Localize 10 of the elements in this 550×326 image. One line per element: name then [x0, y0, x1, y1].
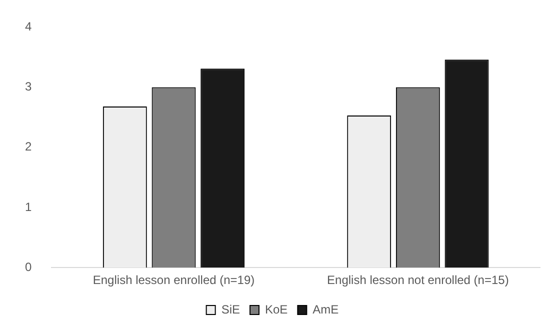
- y-tick-label: 4: [24, 20, 32, 34]
- legend-label: KoE: [264, 302, 288, 316]
- y-tick-label: 0: [24, 260, 32, 274]
- legend-label: AmE: [312, 302, 339, 316]
- y-tick-label: 1: [24, 200, 32, 214]
- y-tick-label: 3: [24, 80, 32, 94]
- legend-label: SiE: [221, 302, 240, 316]
- x-tick-label: English lesson enrolled (n=19): [92, 273, 255, 288]
- y-tick-label: 2: [24, 140, 32, 154]
- x-tick-label: English lesson not enrolled (n=15): [327, 273, 509, 288]
